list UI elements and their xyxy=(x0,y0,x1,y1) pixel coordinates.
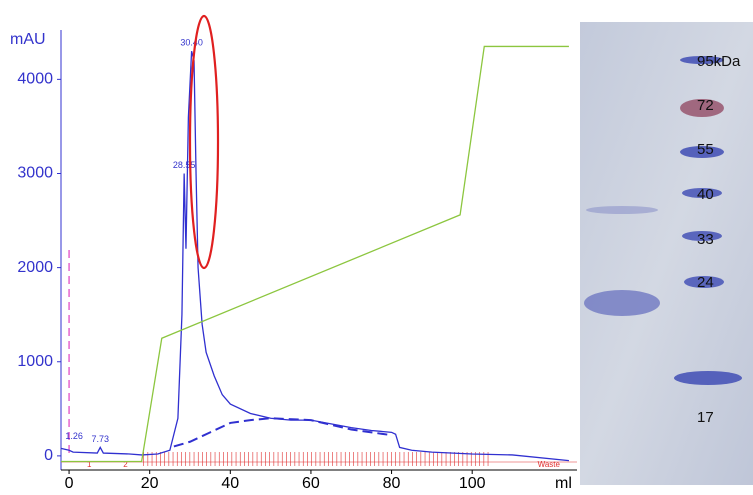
marker-label: 95kDa xyxy=(697,53,741,70)
fraction-label: 1 xyxy=(87,460,92,469)
highlight-ellipse xyxy=(188,14,220,270)
gel-background xyxy=(580,22,753,485)
y-tick-label: 0 xyxy=(44,447,53,464)
marker-band xyxy=(684,276,724,288)
y-tick-label: 4000 xyxy=(17,71,53,88)
marker-label: 40 xyxy=(697,186,714,203)
chromatogram: mAU ml 0 1000 2000 3000 4000 0 20 40 60 80 100 1 2 Wast… xyxy=(10,14,577,492)
x-tick-label: 60 xyxy=(302,475,320,492)
x-axis-label: ml xyxy=(555,475,572,492)
marker-band xyxy=(682,188,722,198)
marker-band xyxy=(680,99,724,117)
x-tick-label: 80 xyxy=(383,475,401,492)
marker-band xyxy=(674,371,742,385)
marker-label: 72 xyxy=(697,97,714,114)
line-series xyxy=(60,50,570,462)
fraction-label: Waste xyxy=(538,460,561,469)
y-tick-label: 1000 xyxy=(17,353,53,370)
peak-label: 30.40 xyxy=(180,37,203,47)
x-tick-label: 100 xyxy=(459,475,486,492)
peak-label: 7.73 xyxy=(91,434,109,444)
y-axis-label: mAU xyxy=(10,31,46,48)
x-tick-label: 40 xyxy=(221,475,239,492)
line-series xyxy=(61,45,569,463)
peak-label: 28.55 xyxy=(173,160,196,170)
peak-label: 1.26 xyxy=(65,431,83,441)
line-series xyxy=(173,417,392,448)
y-tick-label: 2000 xyxy=(17,259,53,276)
x-tick-label: 20 xyxy=(141,475,159,492)
gel-band xyxy=(586,206,658,214)
x-tick-label: 0 xyxy=(65,475,74,492)
fraction-label: 2 xyxy=(123,460,128,469)
marker-label: 24 xyxy=(697,274,714,291)
gel-band xyxy=(584,290,660,316)
marker-band xyxy=(680,56,724,64)
marker-band xyxy=(682,231,722,241)
y-tick-label: 3000 xyxy=(17,165,53,182)
marker-band xyxy=(680,146,724,158)
marker-label: 33 xyxy=(697,231,714,248)
marker-label: 55 xyxy=(697,141,714,158)
gel-image: 95kDa 72 55 40 33 24 17 xyxy=(580,22,753,485)
marker-label: 17 xyxy=(697,409,714,426)
